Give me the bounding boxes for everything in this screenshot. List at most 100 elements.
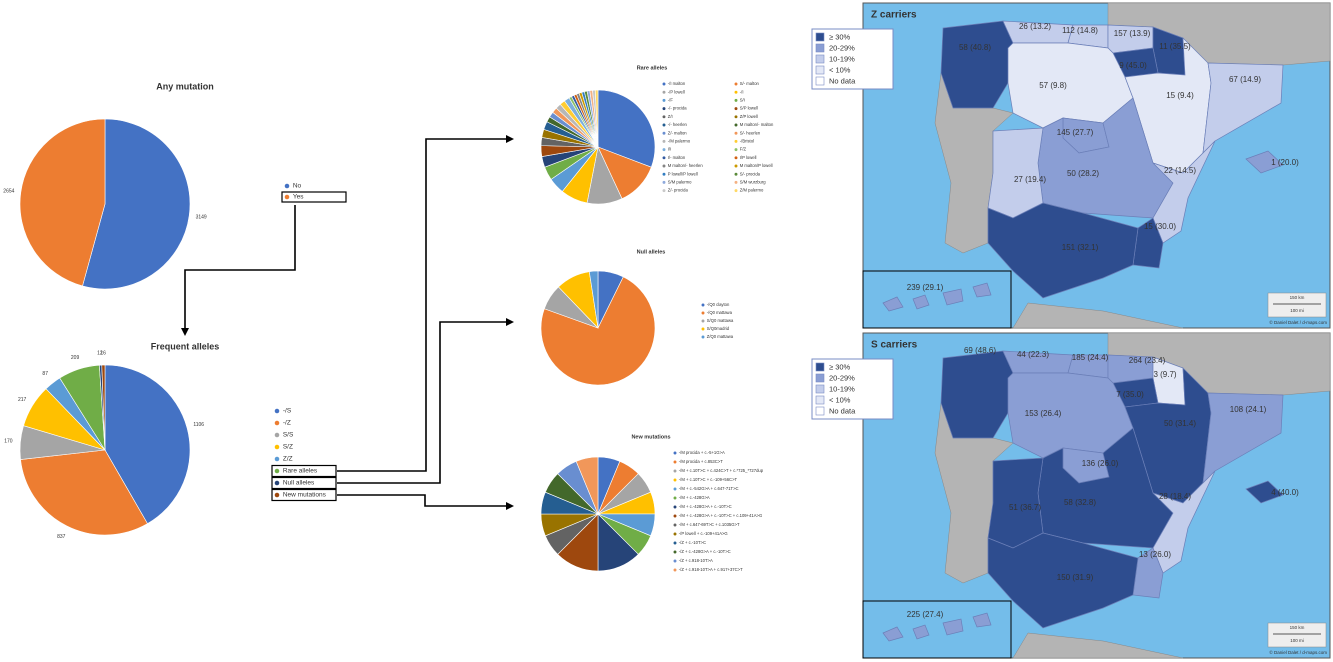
legend-label: -/M procida + c.-5+1G>A	[679, 450, 725, 455]
map-title: S carriers	[871, 340, 918, 351]
canary-inset	[862, 270, 1012, 329]
legend-swatch	[662, 164, 666, 168]
pie-slice	[82, 118, 191, 290]
legend-label: 10-19%	[829, 384, 855, 393]
pie-slice	[104, 364, 191, 525]
legend-label: -/M + c.-428G>A + c.-10T>C	[679, 504, 732, 509]
scale-box	[1267, 622, 1327, 648]
legend-swatch	[662, 180, 666, 184]
legend-label: -/Z + c.-10T>C	[679, 540, 706, 545]
legend-swatch	[673, 487, 677, 491]
data-label: 837	[57, 534, 66, 540]
region	[1132, 217, 1164, 269]
legend-swatch	[815, 395, 825, 405]
legend-label: 20-29%	[829, 373, 855, 382]
legend-swatch	[274, 456, 280, 462]
region-label: 13 (26.0)	[1139, 550, 1171, 559]
legend-swatch	[734, 115, 738, 119]
legend-label: ≥ 30%	[829, 32, 851, 41]
chart-title: Null alleles	[637, 249, 666, 255]
legend-swatch	[662, 115, 666, 119]
chart-title: New mutations	[631, 434, 670, 440]
legend-label: -/- heerlen	[668, 122, 688, 127]
legend-swatch	[662, 156, 666, 160]
legend-swatch	[274, 444, 280, 450]
pie-chart: Rare alleles -/I malton S/- malton -/P lowe…	[540, 65, 774, 205]
region-label: 153 (26.4)	[1025, 409, 1062, 418]
region-label: 108 (24.1)	[1230, 405, 1267, 414]
credit: © Daniel Dalet / d-maps.com	[1269, 319, 1327, 325]
legend-swatch	[734, 180, 738, 184]
region	[987, 127, 1044, 219]
region-label: 44 (22.3)	[1017, 350, 1049, 359]
legend-label: -/M + c.647-69T>C + c.1035G>T	[679, 522, 740, 527]
region-label: 50 (31.4)	[1164, 419, 1196, 428]
region-label: 67 (14.9)	[1229, 75, 1261, 84]
legend-swatch	[815, 373, 825, 383]
region-label: 28 (18.4)	[1159, 492, 1191, 501]
legend-label: M malton/- heerlen	[668, 163, 704, 168]
legend-label: ≥ 30%	[829, 362, 851, 371]
legend-label: S/M wurzburg	[740, 180, 767, 185]
map-panel: 58 (40.8) 26 (13.2) 112 (14.8) 157 (13.9) 11…	[811, 2, 1331, 329]
connector-arrow	[337, 318, 514, 484]
region-label: 57 (9.8)	[1039, 81, 1067, 90]
region-label: 15 (30.0)	[1144, 222, 1176, 231]
legend-label: -/- procida	[668, 106, 688, 111]
legend-swatch	[673, 550, 677, 554]
connector-arrow	[337, 494, 514, 510]
region-label: 136 (26.0)	[1082, 459, 1119, 468]
legend-swatch	[673, 505, 677, 509]
region	[942, 618, 964, 636]
legend-label: Null alleles	[283, 480, 315, 487]
legend-swatch	[701, 335, 705, 339]
scale-mi: 100 mi	[1290, 638, 1304, 643]
legend-swatch	[701, 327, 705, 331]
legend-swatch	[662, 172, 666, 176]
legend-swatch	[815, 54, 825, 64]
region	[912, 624, 930, 640]
region	[1152, 470, 1216, 574]
legend-label: S/Q0 mattawa	[707, 318, 734, 323]
region-label: 58 (40.8)	[959, 43, 991, 52]
legend-label: -/M + c.-428G>A + c.-10T>C + c.109+41A>G	[679, 513, 762, 518]
chart-title: Any mutation	[156, 81, 214, 91]
legend-label: S/Q0madrid	[707, 326, 730, 331]
legend-swatch	[673, 532, 677, 536]
legend-label: S/P lowell	[740, 106, 758, 111]
region-label: 157 (13.9)	[1114, 29, 1151, 38]
africa	[1012, 632, 1184, 659]
legend-label: -/P lowell + c.-109+41A>G	[679, 531, 728, 536]
legend-swatch	[662, 90, 666, 94]
legend-swatch	[274, 480, 280, 486]
legend-swatch	[673, 469, 677, 473]
region	[972, 282, 992, 298]
legend-swatch	[662, 82, 666, 86]
pie-slice	[575, 456, 599, 515]
legend-swatch	[274, 408, 280, 414]
legend-swatch	[815, 362, 825, 372]
data-label: 217	[18, 397, 27, 403]
region-label: 26 (13.2)	[1019, 22, 1051, 31]
pie-slice	[597, 89, 656, 168]
legend-label: -/Z + c.918-10T>A	[679, 558, 713, 563]
legend-swatch	[673, 559, 677, 563]
legend-swatch	[673, 478, 677, 482]
scale-km: 150 km	[1290, 295, 1305, 300]
legend-label: Z/I	[668, 114, 673, 119]
legend-label: Z/P lowell	[740, 114, 758, 119]
legend-highlight-box	[281, 191, 347, 203]
region	[987, 532, 1139, 629]
chart-title: Rare alleles	[637, 65, 668, 71]
legend-swatch	[734, 82, 738, 86]
pie-slice	[594, 89, 599, 148]
legend-swatch	[734, 131, 738, 135]
africa	[1012, 302, 1184, 329]
data-label: 3149	[196, 214, 207, 220]
legend-label: -/I malton	[668, 81, 686, 86]
region-label: 239 (29.1)	[907, 283, 944, 292]
legend-label: -/I	[740, 89, 744, 94]
legend-label: No	[293, 183, 302, 190]
region	[972, 612, 992, 628]
